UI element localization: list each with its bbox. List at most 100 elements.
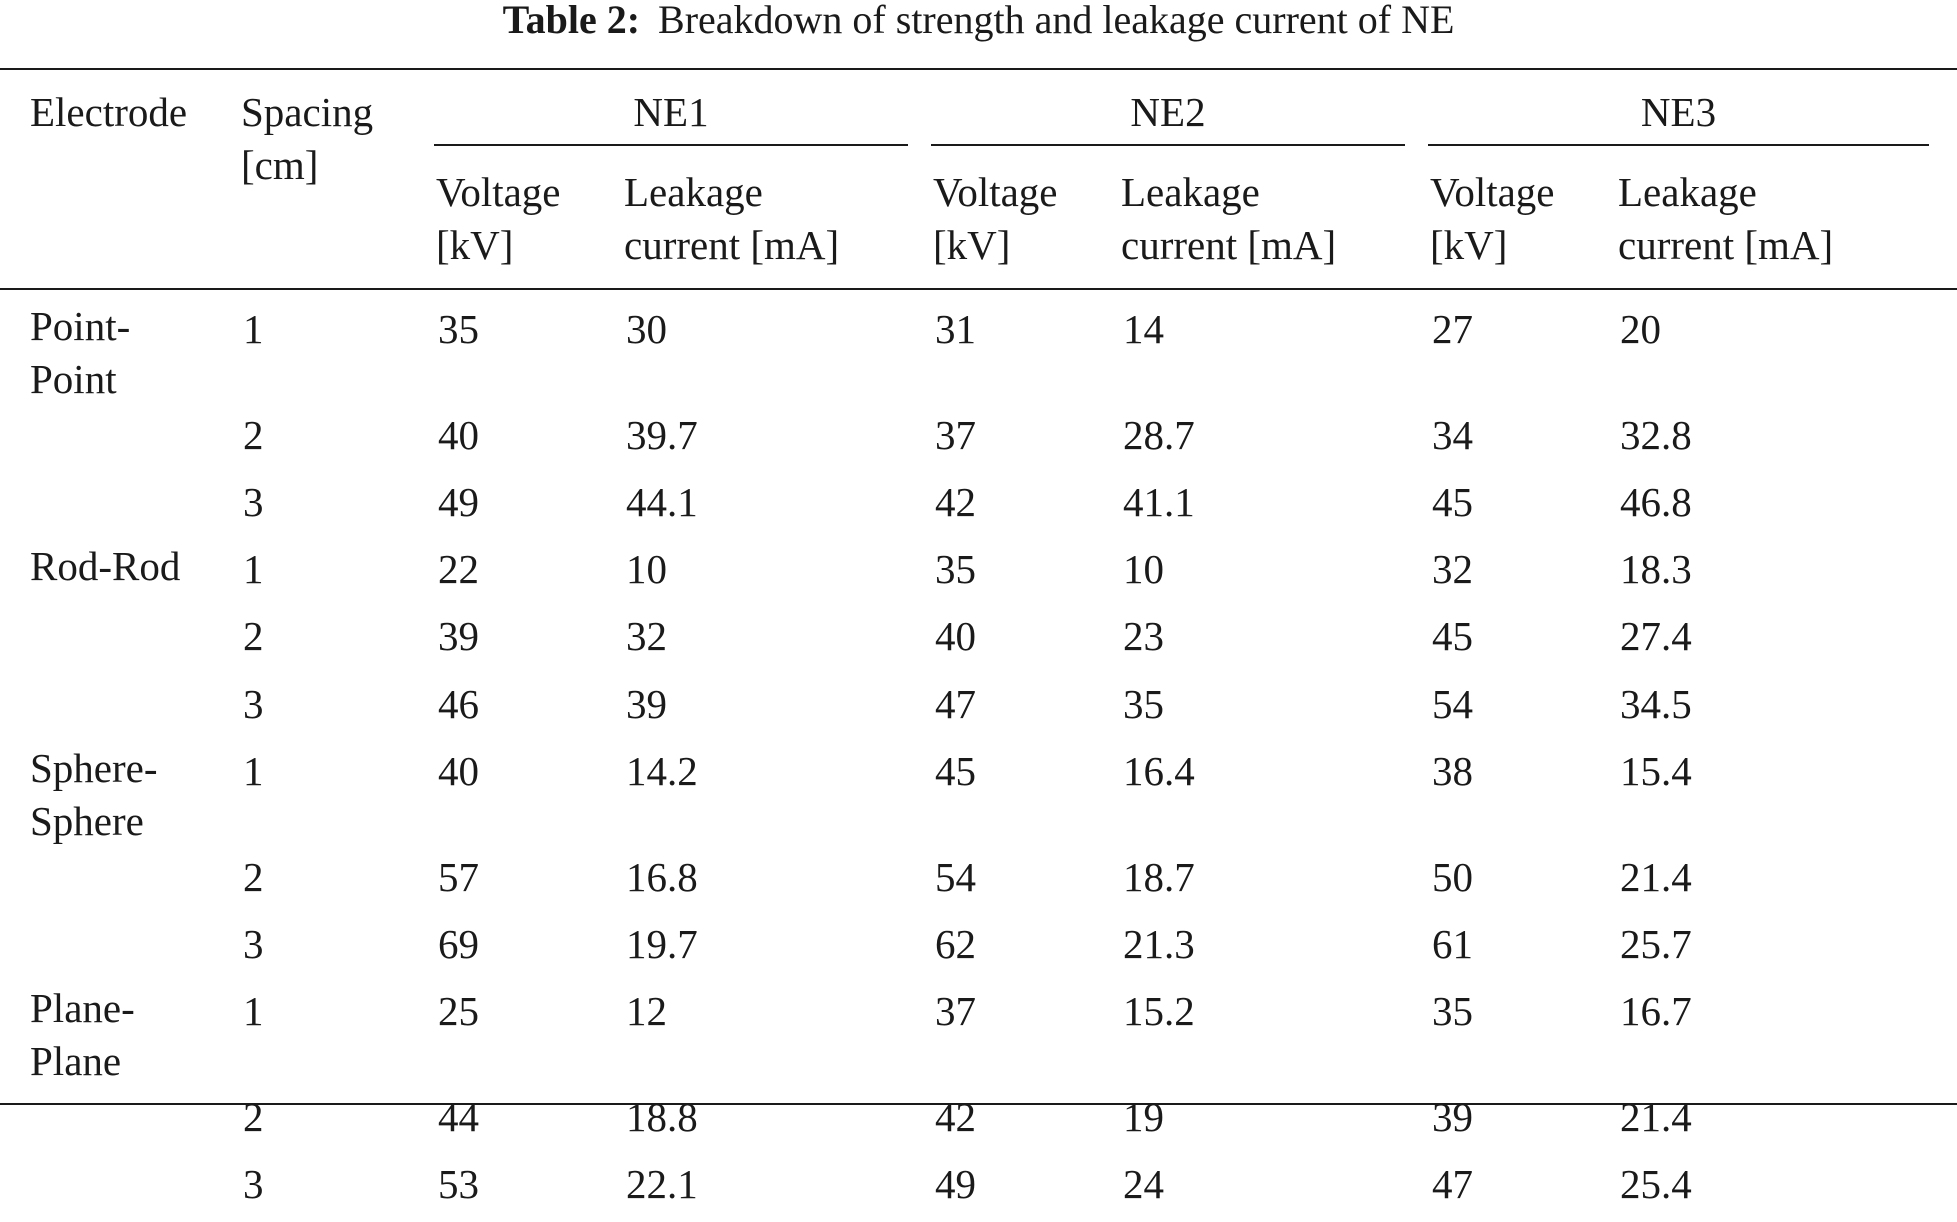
spacing-cell: 2: [243, 613, 264, 660]
ne3-voltage-cell: 39: [1432, 1093, 1473, 1140]
ne2-leakage-cell: 35: [1123, 680, 1164, 727]
table-row: 2 44 18.8 42 19 39 21.4: [0, 1088, 1957, 1155]
ne3-leakage-cell: 20: [1620, 306, 1661, 352]
ne2-leakage-cell: 18.7: [1123, 853, 1195, 900]
ne1-voltage-cell: 40: [438, 747, 479, 794]
ne1-leakage-cell: 10: [626, 546, 667, 593]
ne2-voltage-cell: 37: [935, 987, 976, 1034]
ne2-voltage-cell: 62: [935, 920, 976, 967]
ne1-leakage-cell: 18.8: [626, 1093, 698, 1140]
group-header-ne1: NE1: [633, 89, 709, 135]
ne3-voltage-cell: 34: [1432, 412, 1473, 458]
header-spacing-line2: [cm]: [241, 142, 319, 188]
ne3-leakage-cell: 25.4: [1620, 1161, 1692, 1208]
ne3-leakage-cell: 21.4: [1620, 1093, 1692, 1140]
electrode-cell: [0, 607, 241, 674]
bottom-rule: [0, 1103, 1957, 1105]
ne1-leakage-cell: 12: [626, 987, 667, 1034]
header-spacing-line1: Spacing: [241, 89, 374, 135]
ne1-leakage-cell: 30: [626, 306, 667, 352]
header-electrode: Electrode: [30, 89, 188, 135]
ne2-voltage-cell: 54: [935, 853, 976, 900]
ne1-leakage-cell: 39.7: [626, 412, 698, 458]
caption-text: Breakdown of strength and leakage curren…: [658, 0, 1455, 42]
ne2-voltage-cell: 35: [935, 546, 976, 593]
ne3-leakage-cell: 34.5: [1620, 680, 1692, 727]
ne2-leakage-cell: 21.3: [1123, 920, 1195, 967]
electrode-cell: [0, 1155, 241, 1222]
ne1-leakage-cell: 39: [626, 680, 667, 727]
subheader-leakage-ne2-line1: Leakage: [1121, 169, 1260, 215]
spacing-cell: 3: [243, 680, 264, 727]
table-row: 3 49 44.1 42 41.1 45 46.8: [0, 473, 1957, 540]
ne3-leakage-cell: 32.8: [1620, 412, 1692, 458]
ne2-leakage-cell: 28.7: [1123, 412, 1195, 458]
ne3-voltage-cell: 45: [1432, 479, 1473, 526]
subheader-leakage-ne3-line2: current [mA]: [1618, 222, 1834, 268]
caption-label: Table 2:: [502, 0, 641, 42]
subheader-voltage-ne3-line2: [kV]: [1430, 222, 1508, 268]
header-rule: [0, 288, 1957, 290]
ne1-voltage-cell: 40: [438, 412, 479, 458]
electrode-label-line1: Point-: [30, 303, 131, 349]
ne2-voltage-cell: 49: [935, 1161, 976, 1208]
ne1-leakage-cell: 16.8: [626, 853, 698, 900]
electrode-label-line2: Point: [30, 356, 117, 402]
ne2-voltage-cell: 37: [935, 412, 976, 458]
ne2-voltage-cell: 42: [935, 1093, 976, 1140]
electrode-label-line2: Plane: [30, 1037, 122, 1084]
spacing-cell: 1: [243, 747, 264, 794]
electrode-cell: [0, 848, 241, 915]
ne3-voltage-cell: 27: [1432, 306, 1473, 352]
subheader-voltage-ne1-line2: [kV]: [436, 222, 514, 268]
table-row: 3 46 39 47 35 54 34.5: [0, 675, 1957, 742]
electrode-cell: Point- Point: [0, 300, 241, 406]
ne1-voltage-cell: 35: [438, 306, 479, 352]
ne2-leakage-cell: 41.1: [1123, 479, 1195, 526]
subheader-leakage-ne2-line2: current [mA]: [1121, 222, 1337, 268]
table-row: Plane- Plane 1 25 12 37 15.2 35 16.7: [0, 982, 1957, 1088]
table-row: Rod-Rod 1 22 10 35 10 32 18.3: [0, 540, 1957, 607]
ne3-voltage-cell: 35: [1432, 987, 1473, 1034]
ne3-voltage-cell: 54: [1432, 680, 1473, 727]
spacing-cell: 3: [243, 479, 264, 526]
group-header-ne3: NE3: [1640, 89, 1717, 135]
ne1-voltage-cell: 53: [438, 1161, 479, 1208]
ne3-voltage-cell: 32: [1432, 546, 1473, 593]
ne2-voltage-cell: 31: [935, 306, 976, 352]
electrode-label-line1: Rod-Rod: [30, 543, 181, 590]
ne3-voltage-cell: 47: [1432, 1161, 1473, 1208]
table-row: 2 40 39.7 37 28.7 34 32.8: [0, 406, 1957, 473]
group-rule-ne3: [1428, 144, 1929, 146]
subheader-leakage-ne1-line1: Leakage: [624, 169, 763, 215]
electrode-cell: [0, 915, 241, 982]
ne1-voltage-cell: 49: [438, 479, 479, 526]
ne2-leakage-cell: 10: [1123, 546, 1164, 593]
electrode-cell: Sphere- Sphere: [0, 742, 241, 848]
data-table: Point- Point 1 35 30 31 14 27 20 2 40 39.7 37 28.7 34 3…: [0, 300, 1957, 1222]
table-row: Point- Point 1 35 30 31 14 27 20: [0, 300, 1957, 406]
table-row: 3 69 19.7 62 21.3 61 25.7: [0, 915, 1957, 982]
ne2-leakage-cell: 23: [1123, 613, 1164, 660]
table-row: 2 39 32 40 23 45 27.4: [0, 607, 1957, 674]
ne1-voltage-cell: 22: [438, 546, 479, 593]
electrode-label-line2: Sphere: [30, 797, 144, 844]
ne2-leakage-cell: 16.4: [1123, 747, 1195, 794]
ne3-voltage-cell: 61: [1432, 920, 1473, 967]
subheader-voltage-ne2-line2: [kV]: [933, 222, 1011, 268]
electrode-cell: Rod-Rod: [0, 540, 241, 607]
group-rule-ne2: [931, 144, 1405, 146]
table-row: 3 53 22.1 49 24 47 25.4: [0, 1155, 1957, 1222]
ne2-voltage-cell: 47: [935, 680, 976, 727]
spacing-cell: 1: [243, 306, 264, 352]
ne2-voltage-cell: 42: [935, 479, 976, 526]
ne1-voltage-cell: 57: [438, 853, 479, 900]
spacing-cell: 2: [243, 853, 264, 900]
electrode-cell: Plane- Plane: [0, 982, 241, 1088]
subheader-leakage-ne3-line1: Leakage: [1618, 169, 1757, 215]
electrode-cell: [0, 473, 241, 540]
top-rule: [0, 68, 1957, 70]
ne2-leakage-cell: 14: [1123, 306, 1164, 352]
spacing-cell: 1: [243, 546, 264, 593]
group-rule-ne1: [434, 144, 908, 146]
